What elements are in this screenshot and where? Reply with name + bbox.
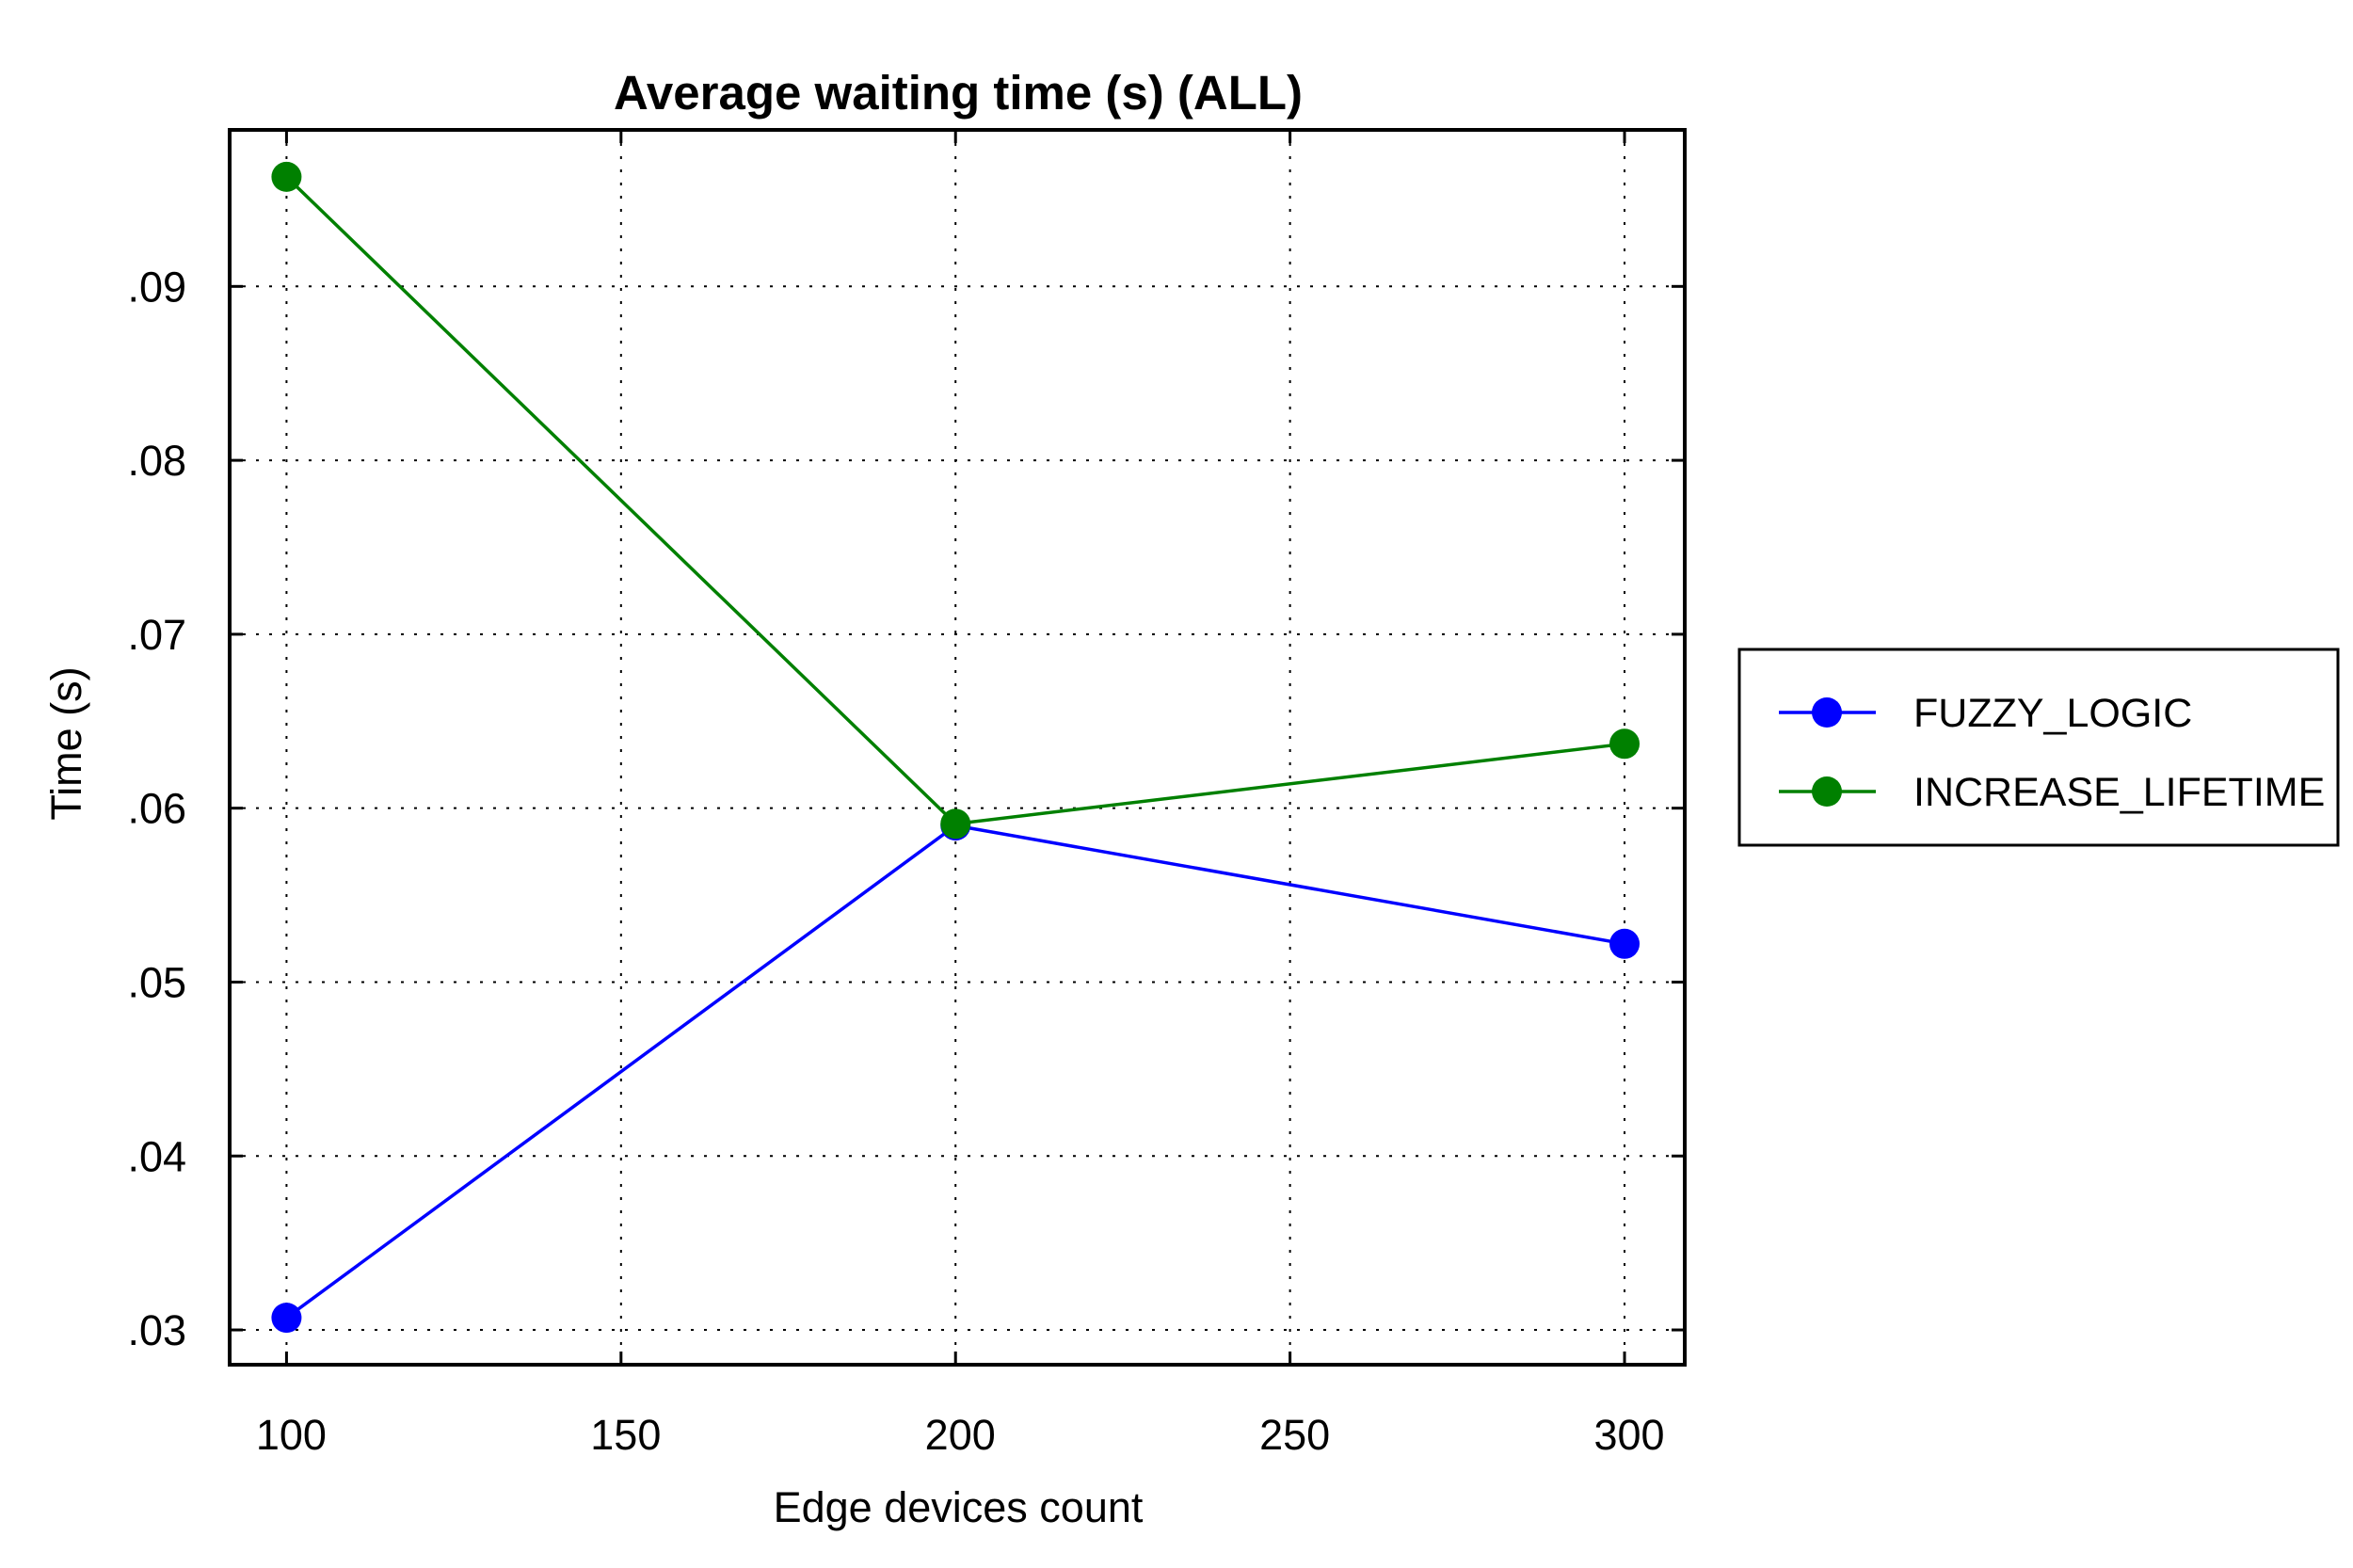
x-tick-label: 100 <box>256 1411 327 1459</box>
y-tick-label: .08 <box>127 437 186 485</box>
legend-label: FUZZY_LOGIC <box>1913 691 2192 736</box>
y-axis-label: Time (s) <box>42 666 90 820</box>
chart-title: Average waiting time (s) (ALL) <box>614 66 1303 120</box>
x-tick-label: 150 <box>590 1411 661 1459</box>
x-tick-label: 250 <box>1259 1411 1330 1459</box>
data-point-increase-lifetime <box>940 808 971 840</box>
axis-ticks <box>230 130 1685 1365</box>
y-tick-label: .04 <box>127 1132 186 1180</box>
series-fuzzy-logic <box>271 810 1641 1334</box>
x-axis-label: Edge devices count <box>774 1483 1144 1531</box>
series-line-fuzzy-logic <box>285 824 1625 1320</box>
grid-lines <box>230 130 1685 1365</box>
legend-label: INCREASE_LIFETIME <box>1913 770 2325 815</box>
legend-box <box>1737 648 2340 847</box>
series-layer <box>271 161 1641 1334</box>
series-increase-lifetime <box>271 161 1641 840</box>
legend-marker <box>1812 776 1842 807</box>
x-tick-labels: 100 150 200 250 300 <box>256 1411 1665 1459</box>
data-point-fuzzy-logic <box>1609 928 1641 959</box>
data-point-fuzzy-logic <box>271 1303 302 1334</box>
legend-item-fuzzy-logic: FUZZY_LOGIC <box>1779 691 2192 736</box>
data-point-increase-lifetime <box>1609 728 1641 760</box>
legend-marker <box>1812 697 1842 728</box>
legend-items: FUZZY_LOGIC INCREASE_LIFETIME <box>1779 691 2325 815</box>
y-tick-label: .06 <box>127 785 186 833</box>
y-tick-labels: .03 .04 .05 .06 .07 .08 .09 <box>127 263 186 1354</box>
plot-frame <box>228 128 1687 1367</box>
legend: FUZZY_LOGIC INCREASE_LIFETIME <box>1737 648 2340 847</box>
x-tick-label: 300 <box>1593 1411 1664 1459</box>
data-point-increase-lifetime <box>271 161 302 192</box>
y-tick-label: .07 <box>127 611 186 659</box>
y-tick-label: .03 <box>127 1306 186 1354</box>
legend-item-increase-lifetime: INCREASE_LIFETIME <box>1779 770 2325 815</box>
y-tick-label: .09 <box>127 263 186 311</box>
y-tick-label: .05 <box>127 958 186 1006</box>
x-tick-label: 200 <box>925 1411 996 1459</box>
